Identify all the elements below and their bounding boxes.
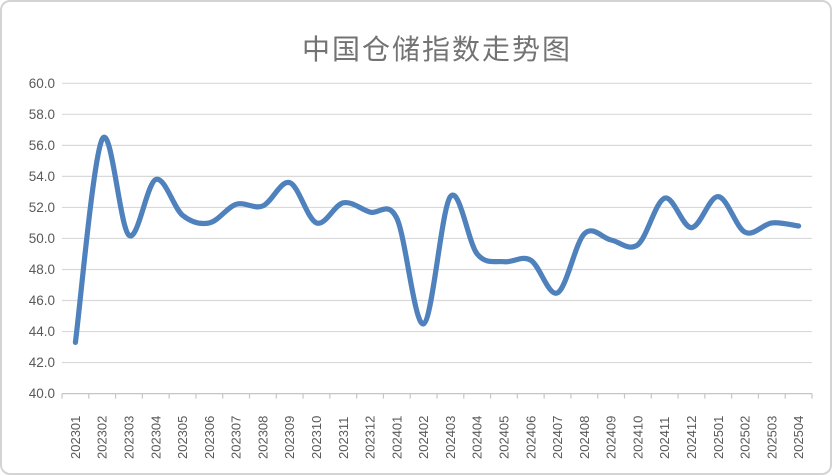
x-axis-tick-label: 202304 [148, 416, 163, 459]
x-axis-tick-label: 202503 [764, 416, 779, 459]
y-axis-tick-label: 50.0 [29, 231, 55, 246]
x-axis-tick-label: 202405 [496, 416, 511, 459]
chart-title: 中国仓储指数走势图 [301, 33, 572, 66]
x-axis-tick-label: 202408 [577, 416, 592, 459]
x-axis-tick-label: 202501 [711, 416, 726, 459]
y-axis-tick-label: 48.0 [29, 262, 55, 277]
x-axis-tick-label: 202404 [470, 416, 485, 459]
series-line [72, 134, 802, 345]
x-axis-tick-label: 202305 [175, 416, 190, 459]
x-axis-tick-label: 202406 [523, 416, 538, 459]
x-axis-tick-label: 202309 [282, 416, 297, 459]
y-axis-tick-label: 42.0 [29, 355, 55, 370]
y-axis-tick-label: 44.0 [29, 324, 55, 339]
x-axis-tick-label: 202502 [738, 416, 753, 459]
x-axis-tick-label: 202312 [363, 416, 378, 459]
x-axis-tick-label: 202504 [791, 416, 806, 459]
x-axis-tick-label: 202306 [202, 416, 217, 459]
x-axis-tick-label: 202303 [121, 416, 136, 459]
y-axis-tick-label: 40.0 [29, 386, 55, 401]
x-axis-tick-label: 202410 [630, 416, 645, 459]
x-axis-tick-label: 202407 [550, 416, 565, 459]
y-axis-tick-label: 46.0 [29, 293, 55, 308]
y-axis-tick-label: 60.0 [29, 76, 55, 91]
x-axis-tick-label: 202411 [657, 417, 672, 459]
x-axis-tick-label: 202301 [68, 416, 83, 459]
x-axis-tick-label: 202302 [95, 416, 110, 459]
x-axis-tick-label: 202403 [443, 416, 458, 459]
x-axis-tick-label: 202308 [255, 416, 270, 459]
x-axis-tick-label: 202412 [684, 416, 699, 459]
x-axis-tick-label: 202409 [604, 416, 619, 459]
y-axis-tick-label: 52.0 [29, 200, 55, 215]
y-axis-tick-label: 58.0 [29, 107, 55, 122]
y-axis-tick-label: 54.0 [29, 169, 55, 184]
x-axis-tick-label: 202307 [229, 416, 244, 459]
x-axis-tick-label: 202402 [416, 416, 431, 459]
y-axis-tick-label: 56.0 [29, 138, 55, 153]
x-axis-tick-label: 202401 [389, 416, 404, 459]
x-axis-tick-label: 202311 [336, 417, 351, 459]
x-axis-tick-label: 202310 [309, 416, 324, 459]
